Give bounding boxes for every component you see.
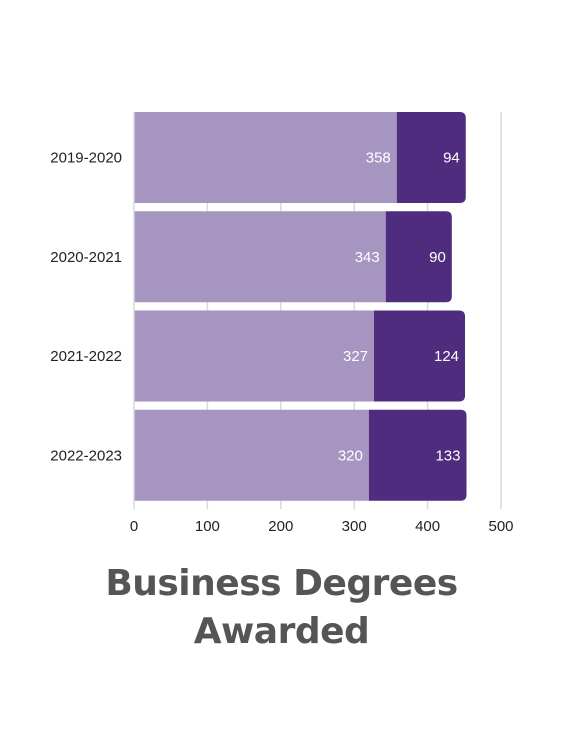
bar-segment [134, 409, 369, 501]
chart-title-line-2: Awarded [193, 611, 370, 652]
bars [134, 112, 467, 501]
category-label: 2021-2022 [50, 348, 122, 365]
x-tick-label: 200 [268, 518, 293, 535]
x-tick-label: 400 [415, 518, 440, 535]
bar-segment [396, 112, 466, 203]
category-label: 2020-2021 [50, 249, 122, 266]
data-label: 90 [429, 249, 446, 266]
category-label: 2019-2020 [50, 150, 122, 167]
data-labels: 358 94 343 90 327 124 320 133 [338, 150, 461, 465]
bar-segment [134, 211, 386, 303]
x-tick-label: 300 [342, 518, 367, 535]
x-tick-label: 500 [488, 518, 513, 535]
data-label: 320 [338, 447, 363, 464]
data-label: 343 [355, 249, 380, 266]
category-label: 2022-2023 [50, 447, 122, 464]
bar-segment [374, 310, 466, 402]
data-label: 124 [434, 348, 459, 365]
bar-chart: 0 100 200 300 400 500 2019-2020 2020-2021 2021-2… [50, 112, 514, 535]
data-label: 133 [435, 447, 460, 464]
x-tick-label: 100 [195, 518, 220, 535]
bar-segment [368, 409, 467, 501]
axes: 0 100 200 300 400 500 2019-2020 2020-2021 2021-2… [50, 112, 514, 535]
chart-title-line-1: Business Degrees [105, 563, 458, 604]
data-label: 94 [443, 150, 460, 167]
data-label: 358 [366, 150, 391, 167]
bar-segment [134, 310, 375, 402]
x-tick-label: 0 [130, 518, 138, 535]
data-label: 327 [343, 348, 368, 365]
bar-segment [385, 211, 452, 303]
chart-title: Business Degrees Awarded [0, 560, 563, 656]
bar-segment [134, 112, 397, 203]
